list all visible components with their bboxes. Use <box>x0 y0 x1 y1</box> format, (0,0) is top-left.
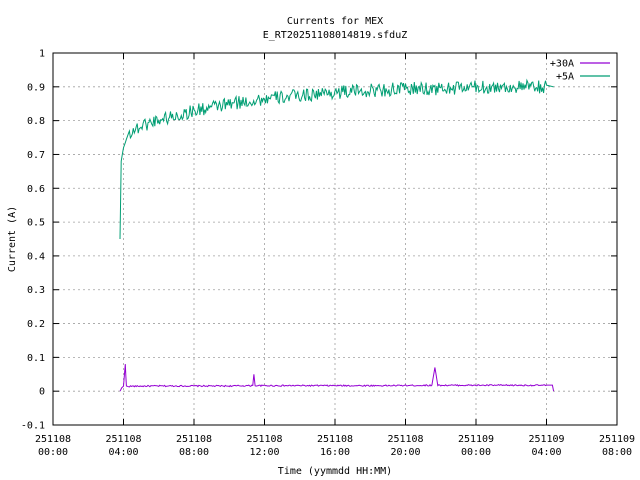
x-axis-label: Time (yymmdd HH:MM) <box>278 466 392 477</box>
x-tick-time: 08:00 <box>179 447 209 458</box>
chart-subtitle: E_RT20251108014819.sfduZ <box>263 30 408 41</box>
y-axis-ticks: -0.1 0 0.1 0.2 0.3 0.4 0.5 0.6 0.7 0.8 0.9 1 <box>21 49 617 432</box>
y-tick-label: 0.4 <box>27 251 45 262</box>
legend-label: +30A <box>550 59 574 70</box>
x-axis-ticks: 251108 00:00 251108 04:00 251108 08:00 251108 1… <box>35 53 635 458</box>
y-tick-label: 0 <box>39 387 45 398</box>
x-tick-date: 251109 <box>599 434 635 445</box>
series-line-30a <box>119 364 555 392</box>
y-tick-label: 0.9 <box>27 82 45 93</box>
chart-title: Currents for MEX <box>287 16 383 27</box>
x-tick-date: 251109 <box>528 434 564 445</box>
x-tick-date: 251108 <box>317 434 353 445</box>
legend: +30A +5A <box>550 59 610 83</box>
y-tick-label: 0.7 <box>27 150 45 161</box>
series-lines <box>119 78 555 392</box>
x-tick-date: 251109 <box>458 434 494 445</box>
x-tick-time: 16:00 <box>320 447 350 458</box>
x-tick-time: 08:00 <box>602 447 632 458</box>
x-tick-date: 251108 <box>35 434 71 445</box>
y-axis-label: Current (A) <box>7 206 18 272</box>
x-tick-date: 251108 <box>176 434 212 445</box>
x-tick-time: 12:00 <box>249 447 279 458</box>
grid-lines <box>52 52 618 426</box>
y-tick-label: 0.6 <box>27 184 45 195</box>
y-tick-label: 1 <box>39 49 45 60</box>
y-tick-label: -0.1 <box>21 421 45 432</box>
x-tick-date: 251108 <box>246 434 282 445</box>
x-tick-time: 04:00 <box>108 447 138 458</box>
y-tick-label: 0.2 <box>27 319 45 330</box>
x-tick-date: 251108 <box>387 434 423 445</box>
y-tick-label: 0.3 <box>27 285 45 296</box>
y-tick-label: 0.1 <box>27 353 45 364</box>
legend-label: +5A <box>556 72 574 83</box>
y-tick-label: 0.5 <box>27 218 45 229</box>
x-tick-time: 20:00 <box>390 447 420 458</box>
series-line-5a <box>119 78 554 240</box>
x-tick-time: 00:00 <box>461 447 491 458</box>
x-tick-time: 04:00 <box>531 447 561 458</box>
y-tick-label: 0.8 <box>27 116 45 127</box>
x-tick-date: 251108 <box>105 434 141 445</box>
x-tick-time: 00:00 <box>38 447 68 458</box>
